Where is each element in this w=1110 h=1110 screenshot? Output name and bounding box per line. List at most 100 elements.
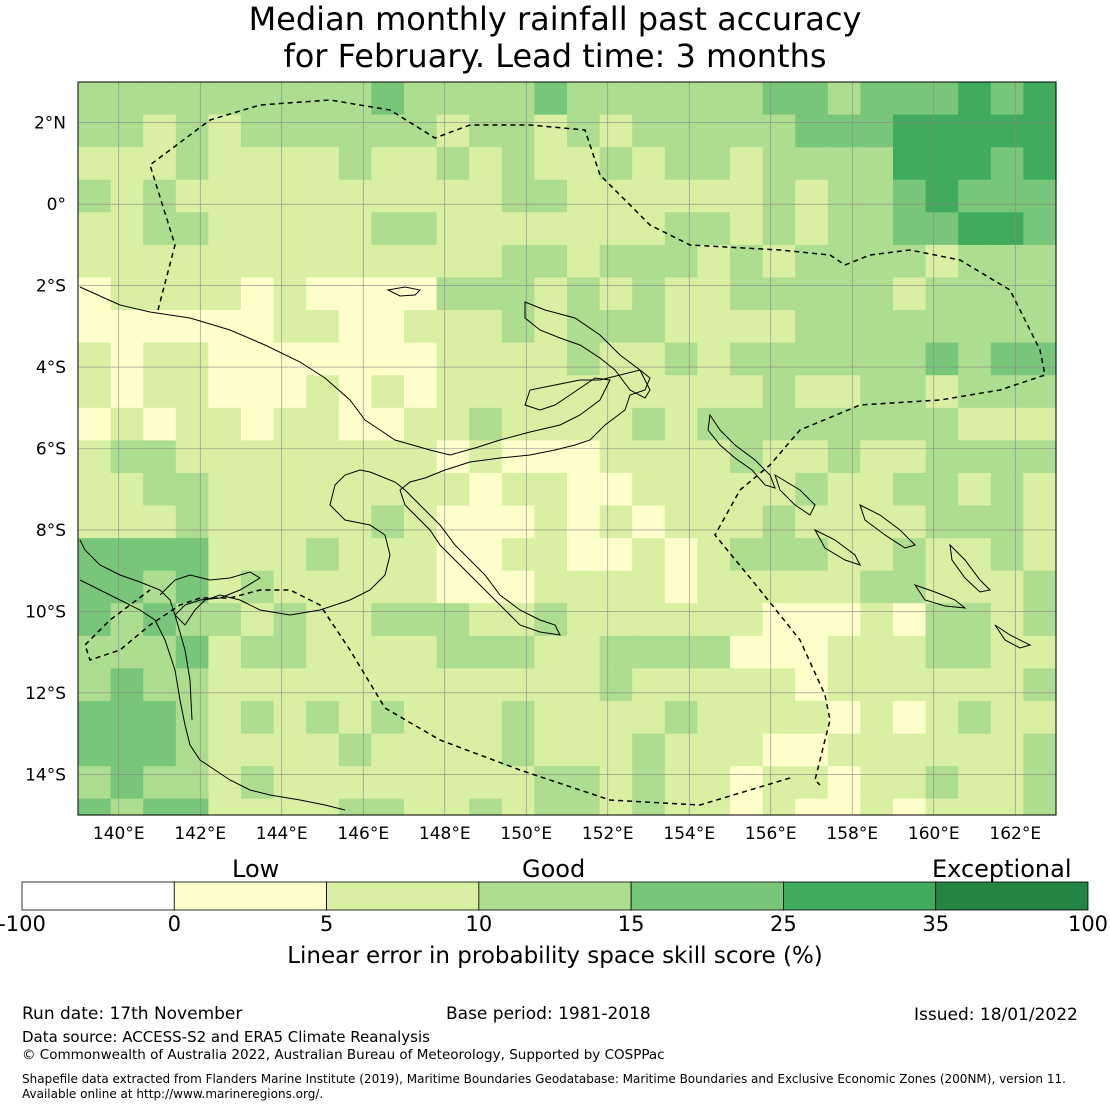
grid-cell — [469, 505, 503, 539]
grid-cell — [860, 244, 894, 279]
grid-cell — [469, 277, 503, 311]
grid-cell — [990, 668, 1024, 702]
grid-cell — [958, 733, 992, 767]
grid-cell — [501, 407, 535, 441]
grid-cell — [469, 82, 503, 116]
longitude-tick-label: 140°E — [93, 824, 145, 844]
lat-lon-gridlines — [78, 82, 1056, 815]
grid-cell — [208, 212, 242, 246]
grid-cell — [762, 733, 796, 767]
grid-cell — [567, 538, 601, 572]
grid-cell — [338, 114, 372, 148]
longitude-tick-label: 154°E — [663, 824, 715, 844]
grid-cell — [306, 603, 340, 637]
grid-cell — [664, 505, 698, 539]
grid-cell — [306, 407, 340, 441]
grid-cell — [306, 472, 340, 507]
grid-cell — [143, 668, 177, 702]
grid-cell — [990, 147, 1024, 181]
grid-cell — [469, 310, 503, 344]
grid-cell — [697, 179, 731, 213]
grid-cell — [273, 538, 307, 572]
grid-cell — [599, 310, 633, 344]
grid-cell — [599, 147, 633, 181]
grid-cell — [273, 570, 307, 604]
grid-cell — [632, 82, 666, 116]
grid-cell — [795, 375, 829, 409]
grid-cell — [78, 798, 112, 816]
grid-cell — [306, 701, 340, 735]
grid-cell — [501, 733, 535, 767]
grid-cell — [436, 440, 470, 474]
grid-cell — [371, 440, 405, 474]
grid-cell — [1023, 277, 1057, 311]
grid-cell — [795, 277, 829, 311]
grid-cell — [404, 701, 438, 735]
grid-cell — [762, 603, 796, 637]
grid-cell — [827, 179, 861, 213]
grid-cell — [697, 505, 731, 539]
grid-cell — [175, 407, 209, 441]
grid-cell — [893, 147, 927, 181]
grid-cell — [1023, 82, 1057, 116]
grid-cell — [436, 472, 470, 507]
grid-cell — [241, 701, 275, 735]
grid-cell — [110, 570, 144, 604]
grid-cell — [958, 342, 992, 376]
grid-cell — [599, 603, 633, 637]
grid-cell — [469, 635, 503, 669]
colorbar-tick-label: 100 — [1067, 912, 1109, 936]
grid-cell — [567, 310, 601, 344]
grid-cell — [632, 407, 666, 441]
grid-cell — [78, 147, 112, 181]
grid-cell — [567, 701, 601, 735]
grid-cell — [664, 538, 698, 572]
grid-cell — [404, 635, 438, 669]
grid-cell — [78, 668, 112, 702]
grid-cell — [501, 505, 535, 539]
grid-cell — [241, 603, 275, 637]
grid-cell — [664, 147, 698, 181]
grid-cell — [273, 82, 307, 116]
grid-cell — [1023, 244, 1057, 279]
latitude-tick-label: 2°S — [36, 277, 66, 297]
grid-cell — [143, 505, 177, 539]
grid-cell — [501, 798, 535, 816]
grid-cell — [534, 114, 568, 148]
grid-cell — [1023, 635, 1057, 669]
grid-cell — [958, 440, 992, 474]
grid-cell — [567, 277, 601, 311]
grid-cell — [893, 505, 927, 539]
grid-cell — [143, 277, 177, 311]
grid-cell — [990, 342, 1024, 376]
grid-cell — [925, 114, 959, 148]
grid-cell — [730, 310, 764, 344]
coastline-new-guinea — [79, 286, 651, 636]
grid-cell — [469, 766, 503, 800]
grid-cell — [730, 472, 764, 507]
grid-cell — [990, 310, 1024, 344]
grid-cell — [697, 538, 731, 572]
grid-cell — [860, 668, 894, 702]
grid-cell — [371, 147, 405, 181]
grid-cell — [241, 798, 275, 816]
grid-cell — [990, 407, 1024, 441]
grid-cell — [697, 472, 731, 507]
grid-cell — [110, 472, 144, 507]
grid-cell — [958, 538, 992, 572]
grid-cell — [762, 505, 796, 539]
grid-cell — [958, 375, 992, 409]
grid-cell — [795, 407, 829, 441]
grid-cell — [893, 733, 927, 767]
latitude-tick-label: 14°S — [25, 765, 66, 785]
grid-cell — [893, 375, 927, 409]
grid-cell — [436, 733, 470, 767]
grid-cell — [762, 147, 796, 181]
grid-cell — [371, 603, 405, 637]
grid-cell — [827, 342, 861, 376]
grid-cell — [208, 375, 242, 409]
grid-cell — [1023, 114, 1057, 148]
grid-cell — [925, 244, 959, 279]
grid-cell — [110, 244, 144, 279]
grid-cell — [827, 114, 861, 148]
